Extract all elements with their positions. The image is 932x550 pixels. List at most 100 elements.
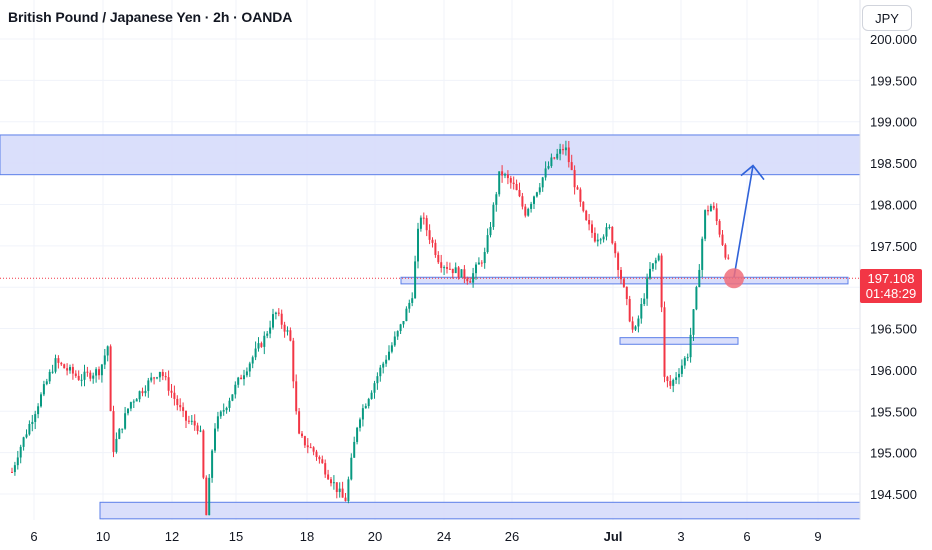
candle-body	[440, 262, 443, 268]
candle-body	[228, 400, 231, 408]
y-tick-label: 197.500	[870, 239, 917, 254]
candle-body	[533, 196, 535, 204]
candle-body	[315, 451, 318, 458]
candle-body	[335, 482, 338, 493]
candle-body	[657, 255, 660, 261]
candle-body	[115, 438, 118, 452]
candle-body	[596, 239, 599, 242]
candle-body	[637, 318, 640, 327]
candle-body	[692, 309, 695, 335]
candle-body	[620, 269, 622, 280]
candle-body	[437, 255, 440, 263]
candle-body	[350, 457, 353, 480]
zone-resistance	[0, 134, 861, 176]
price-axis[interactable]: 194.500195.000195.500196.000196.500197.0…	[870, 32, 917, 502]
candle-body	[466, 278, 469, 282]
y-tick-label: 196.000	[870, 363, 917, 378]
zone-bottom-support	[99, 501, 861, 520]
candle-body	[240, 377, 243, 380]
candle-body	[341, 488, 344, 498]
candle-body	[611, 226, 614, 244]
candle-body	[301, 433, 303, 437]
candle-body	[80, 379, 83, 381]
candle-body	[524, 206, 527, 216]
candle-body	[11, 471, 13, 473]
candle-body	[669, 380, 672, 386]
candle-body	[283, 324, 286, 332]
candle-body	[477, 262, 480, 265]
candle-body	[211, 450, 214, 478]
candle-body	[321, 459, 324, 464]
y-tick-label: 194.500	[870, 487, 917, 502]
candle-body	[707, 210, 709, 212]
candle-body	[364, 406, 367, 409]
candle-body	[434, 242, 437, 256]
candlesticks	[11, 140, 730, 516]
projection-line	[733, 165, 754, 278]
candle-body	[19, 446, 22, 458]
candle-body	[330, 479, 332, 484]
candle-body	[370, 392, 373, 399]
candle-body	[60, 362, 63, 365]
price-zones	[0, 134, 861, 520]
candle-body	[715, 208, 718, 222]
candle-body	[367, 398, 370, 407]
candle-body	[527, 208, 530, 216]
zone-lower-support	[619, 337, 739, 345]
candle-body	[187, 420, 190, 422]
candle-body	[617, 253, 620, 270]
candle-body	[129, 402, 132, 409]
candle-body	[109, 346, 112, 412]
x-tick-label: 15	[229, 529, 243, 544]
last-price-tag: 197.108 01:48:29	[860, 269, 922, 303]
candle-body	[234, 384, 237, 395]
candle-body	[103, 355, 106, 365]
candle-body	[196, 425, 199, 431]
last-price-value: 197.108	[867, 271, 915, 286]
candle-body	[530, 203, 533, 209]
candle-body	[640, 304, 643, 319]
candle-body	[34, 414, 37, 422]
candle-body	[147, 380, 150, 391]
candle-body	[547, 166, 550, 169]
x-tick-label: 3	[677, 529, 684, 544]
candle-body	[419, 217, 422, 229]
candle-body	[718, 221, 721, 235]
candle-body	[353, 441, 356, 458]
y-tick-label: 195.500	[870, 404, 917, 419]
candle-body	[13, 465, 16, 473]
x-tick-label: 18	[300, 529, 314, 544]
candle-body	[654, 260, 657, 264]
y-tick-label: 200.000	[870, 32, 917, 47]
candle-body	[451, 268, 454, 274]
candle-body	[373, 383, 376, 393]
currency-button[interactable]: JPY	[862, 5, 912, 31]
candle-body	[425, 218, 428, 231]
candle-body	[385, 359, 388, 364]
candle-body	[219, 411, 222, 417]
candle-body	[161, 371, 164, 377]
candle-body	[173, 392, 176, 399]
candle-body	[498, 171, 501, 195]
candle-body	[486, 235, 489, 253]
candle-body	[402, 321, 405, 325]
candle-body	[431, 239, 434, 243]
chart-title: British Pound / Japanese Yen · 2h · OAND…	[8, 9, 293, 25]
candle-body	[399, 324, 402, 332]
candle-body	[295, 381, 298, 412]
candle-body	[185, 410, 187, 421]
candle-body	[338, 488, 341, 493]
candle-body	[141, 391, 144, 394]
candle-body	[167, 377, 170, 391]
y-tick-label: 195.000	[870, 446, 917, 461]
candle-body	[591, 224, 593, 233]
candle-body	[202, 430, 205, 478]
candle-body	[324, 463, 327, 475]
candle-body	[332, 482, 335, 484]
y-tick-label: 199.000	[870, 115, 917, 130]
time-axis[interactable]: 6 10 12 15 18 20 24 26 Jul 3 6 9	[30, 529, 821, 544]
candle-body	[347, 479, 350, 501]
candle-body	[382, 363, 385, 368]
candle-body	[649, 268, 651, 279]
